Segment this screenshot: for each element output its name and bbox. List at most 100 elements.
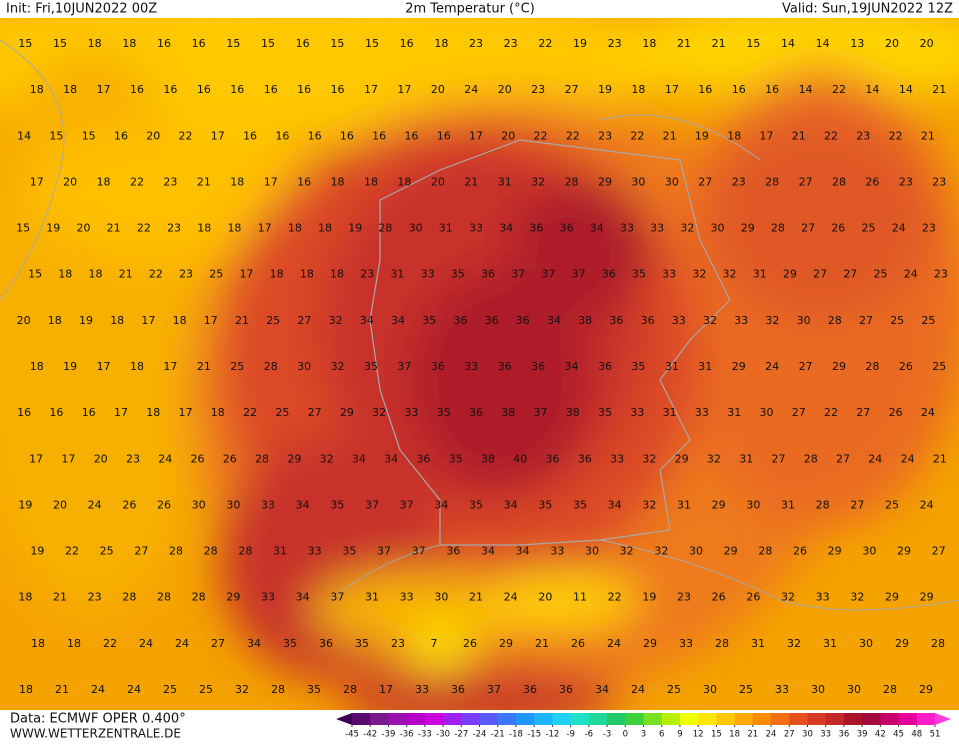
scale-label: -18 bbox=[509, 730, 523, 740]
temperature-label: 14 bbox=[799, 83, 813, 96]
temperature-label: 32 bbox=[703, 314, 717, 327]
temperature-label: 32 bbox=[642, 452, 656, 465]
temperature-label: 21 bbox=[53, 591, 67, 604]
temperature-label: 29 bbox=[832, 360, 846, 373]
website: WWW.WETTERZENTRALE.DE bbox=[10, 727, 181, 741]
scale-box bbox=[789, 713, 808, 725]
temperature-label: 18 bbox=[364, 175, 378, 188]
temperature-label: 36 bbox=[560, 222, 574, 235]
temperature-label: 18 bbox=[173, 314, 187, 327]
temperature-label: 15 bbox=[82, 129, 96, 142]
color-scale: -45 -42 -39 -36 -33 -30 -27 -24 -21 -18 -15 -12 -9 -6… bbox=[336, 713, 951, 740]
temperature-label: 17 bbox=[163, 360, 177, 373]
temperature-label: 31 bbox=[390, 268, 404, 281]
temperature-label: 31 bbox=[677, 498, 691, 511]
temperature-label: 33 bbox=[610, 452, 624, 465]
scale-box bbox=[734, 713, 754, 725]
temperature-label: 16 bbox=[197, 83, 211, 96]
temperature-label: 23 bbox=[922, 222, 936, 235]
temperature-label: 25 bbox=[667, 683, 681, 696]
temperature-label: 29 bbox=[499, 637, 513, 650]
scale-box bbox=[406, 713, 426, 725]
temperature-label: 33 bbox=[630, 406, 644, 419]
scale-label: 12 bbox=[693, 730, 704, 740]
temperature-label: 18 bbox=[130, 360, 144, 373]
temperature-label: 30 bbox=[711, 222, 725, 235]
scale-label: 48 bbox=[911, 730, 922, 740]
temperature-label: 31 bbox=[739, 452, 753, 465]
scale-label: -6 bbox=[585, 730, 593, 740]
temperature-label: 15 bbox=[226, 37, 240, 50]
temperature-label: 21 bbox=[932, 83, 946, 96]
temperature-label: 29 bbox=[226, 591, 240, 604]
scale-label: 51 bbox=[930, 730, 941, 740]
temperature-label: 28 bbox=[758, 545, 772, 558]
temperature-label: 29 bbox=[885, 591, 899, 604]
scale-arrow-low bbox=[336, 713, 352, 725]
temperature-label: 17 bbox=[179, 406, 193, 419]
temperature-label: 18 bbox=[97, 175, 111, 188]
temperature-label: 31 bbox=[365, 591, 379, 604]
scale-box bbox=[752, 713, 772, 725]
temperature-label: 37 bbox=[400, 498, 414, 511]
temperature-label: 17 bbox=[759, 129, 773, 142]
temperature-label: 24 bbox=[464, 83, 478, 96]
temperature-label: 15 bbox=[365, 37, 379, 50]
temperature-label: 26 bbox=[865, 175, 879, 188]
temperature-label: 19 bbox=[598, 83, 612, 96]
temperature-label: 24 bbox=[504, 591, 518, 604]
scale-label: -15 bbox=[527, 730, 541, 740]
temperature-label: 29 bbox=[724, 545, 738, 558]
scale-box bbox=[807, 713, 827, 725]
scale-box bbox=[898, 713, 918, 725]
temperature-label: 32 bbox=[680, 222, 694, 235]
temperature-label: 32 bbox=[320, 452, 334, 465]
temperature-label: 35 bbox=[437, 406, 451, 419]
temperature-label: 25 bbox=[739, 683, 753, 696]
temperature-label: 33 bbox=[464, 360, 478, 373]
temperature-label: 17 bbox=[204, 314, 218, 327]
temperature-label: 29 bbox=[895, 637, 909, 650]
temperature-label: 37 bbox=[511, 268, 525, 281]
temperature-label: 38 bbox=[566, 406, 580, 419]
temperature-label: 18 bbox=[146, 406, 160, 419]
temperature-label: 27 bbox=[836, 452, 850, 465]
temperature-label: 25 bbox=[932, 360, 946, 373]
temperature-label: 27 bbox=[856, 406, 870, 419]
temperature-label: 20 bbox=[146, 129, 160, 142]
temperature-label: 40 bbox=[513, 452, 527, 465]
temperature-label: 35 bbox=[538, 498, 552, 511]
temperature-label: 18 bbox=[330, 268, 344, 281]
scale-label: -30 bbox=[436, 730, 450, 740]
temperature-label: 21 bbox=[535, 637, 549, 650]
temperature-label: 20 bbox=[76, 222, 90, 235]
temperature-label: 28 bbox=[157, 591, 171, 604]
temperature-label: 16 bbox=[698, 83, 712, 96]
temperature-label: 16 bbox=[192, 37, 206, 50]
scale-label: 42 bbox=[875, 730, 886, 740]
temperature-label: 32 bbox=[329, 314, 343, 327]
temperature-label: 33 bbox=[734, 314, 748, 327]
temperature-label: 21 bbox=[663, 129, 677, 142]
temperature-label: 21 bbox=[464, 175, 478, 188]
temperature-label: 30 bbox=[703, 683, 717, 696]
scale-label: 9 bbox=[677, 730, 682, 740]
temperature-label: 17 bbox=[397, 83, 411, 96]
scale-box bbox=[698, 713, 717, 725]
temperature-label: 33 bbox=[308, 545, 322, 558]
temperature-label: 20 bbox=[17, 314, 31, 327]
temperature-label: 15 bbox=[53, 37, 67, 50]
temperature-label: 19 bbox=[46, 222, 60, 235]
temperature-label: 27 bbox=[843, 268, 857, 281]
temperature-label: 37 bbox=[534, 406, 548, 419]
temperature-label: 21 bbox=[235, 314, 249, 327]
temperature-label: 30 bbox=[746, 498, 760, 511]
temperature-label: 27 bbox=[859, 314, 873, 327]
temperature-label: 16 bbox=[400, 37, 414, 50]
temperature-label: 37 bbox=[377, 545, 391, 558]
temperature-label: 28 bbox=[271, 683, 285, 696]
temperature-label: 28 bbox=[765, 175, 779, 188]
temperature-label: 18 bbox=[270, 268, 284, 281]
temperature-label: 29 bbox=[340, 406, 354, 419]
scale-box bbox=[534, 713, 553, 725]
